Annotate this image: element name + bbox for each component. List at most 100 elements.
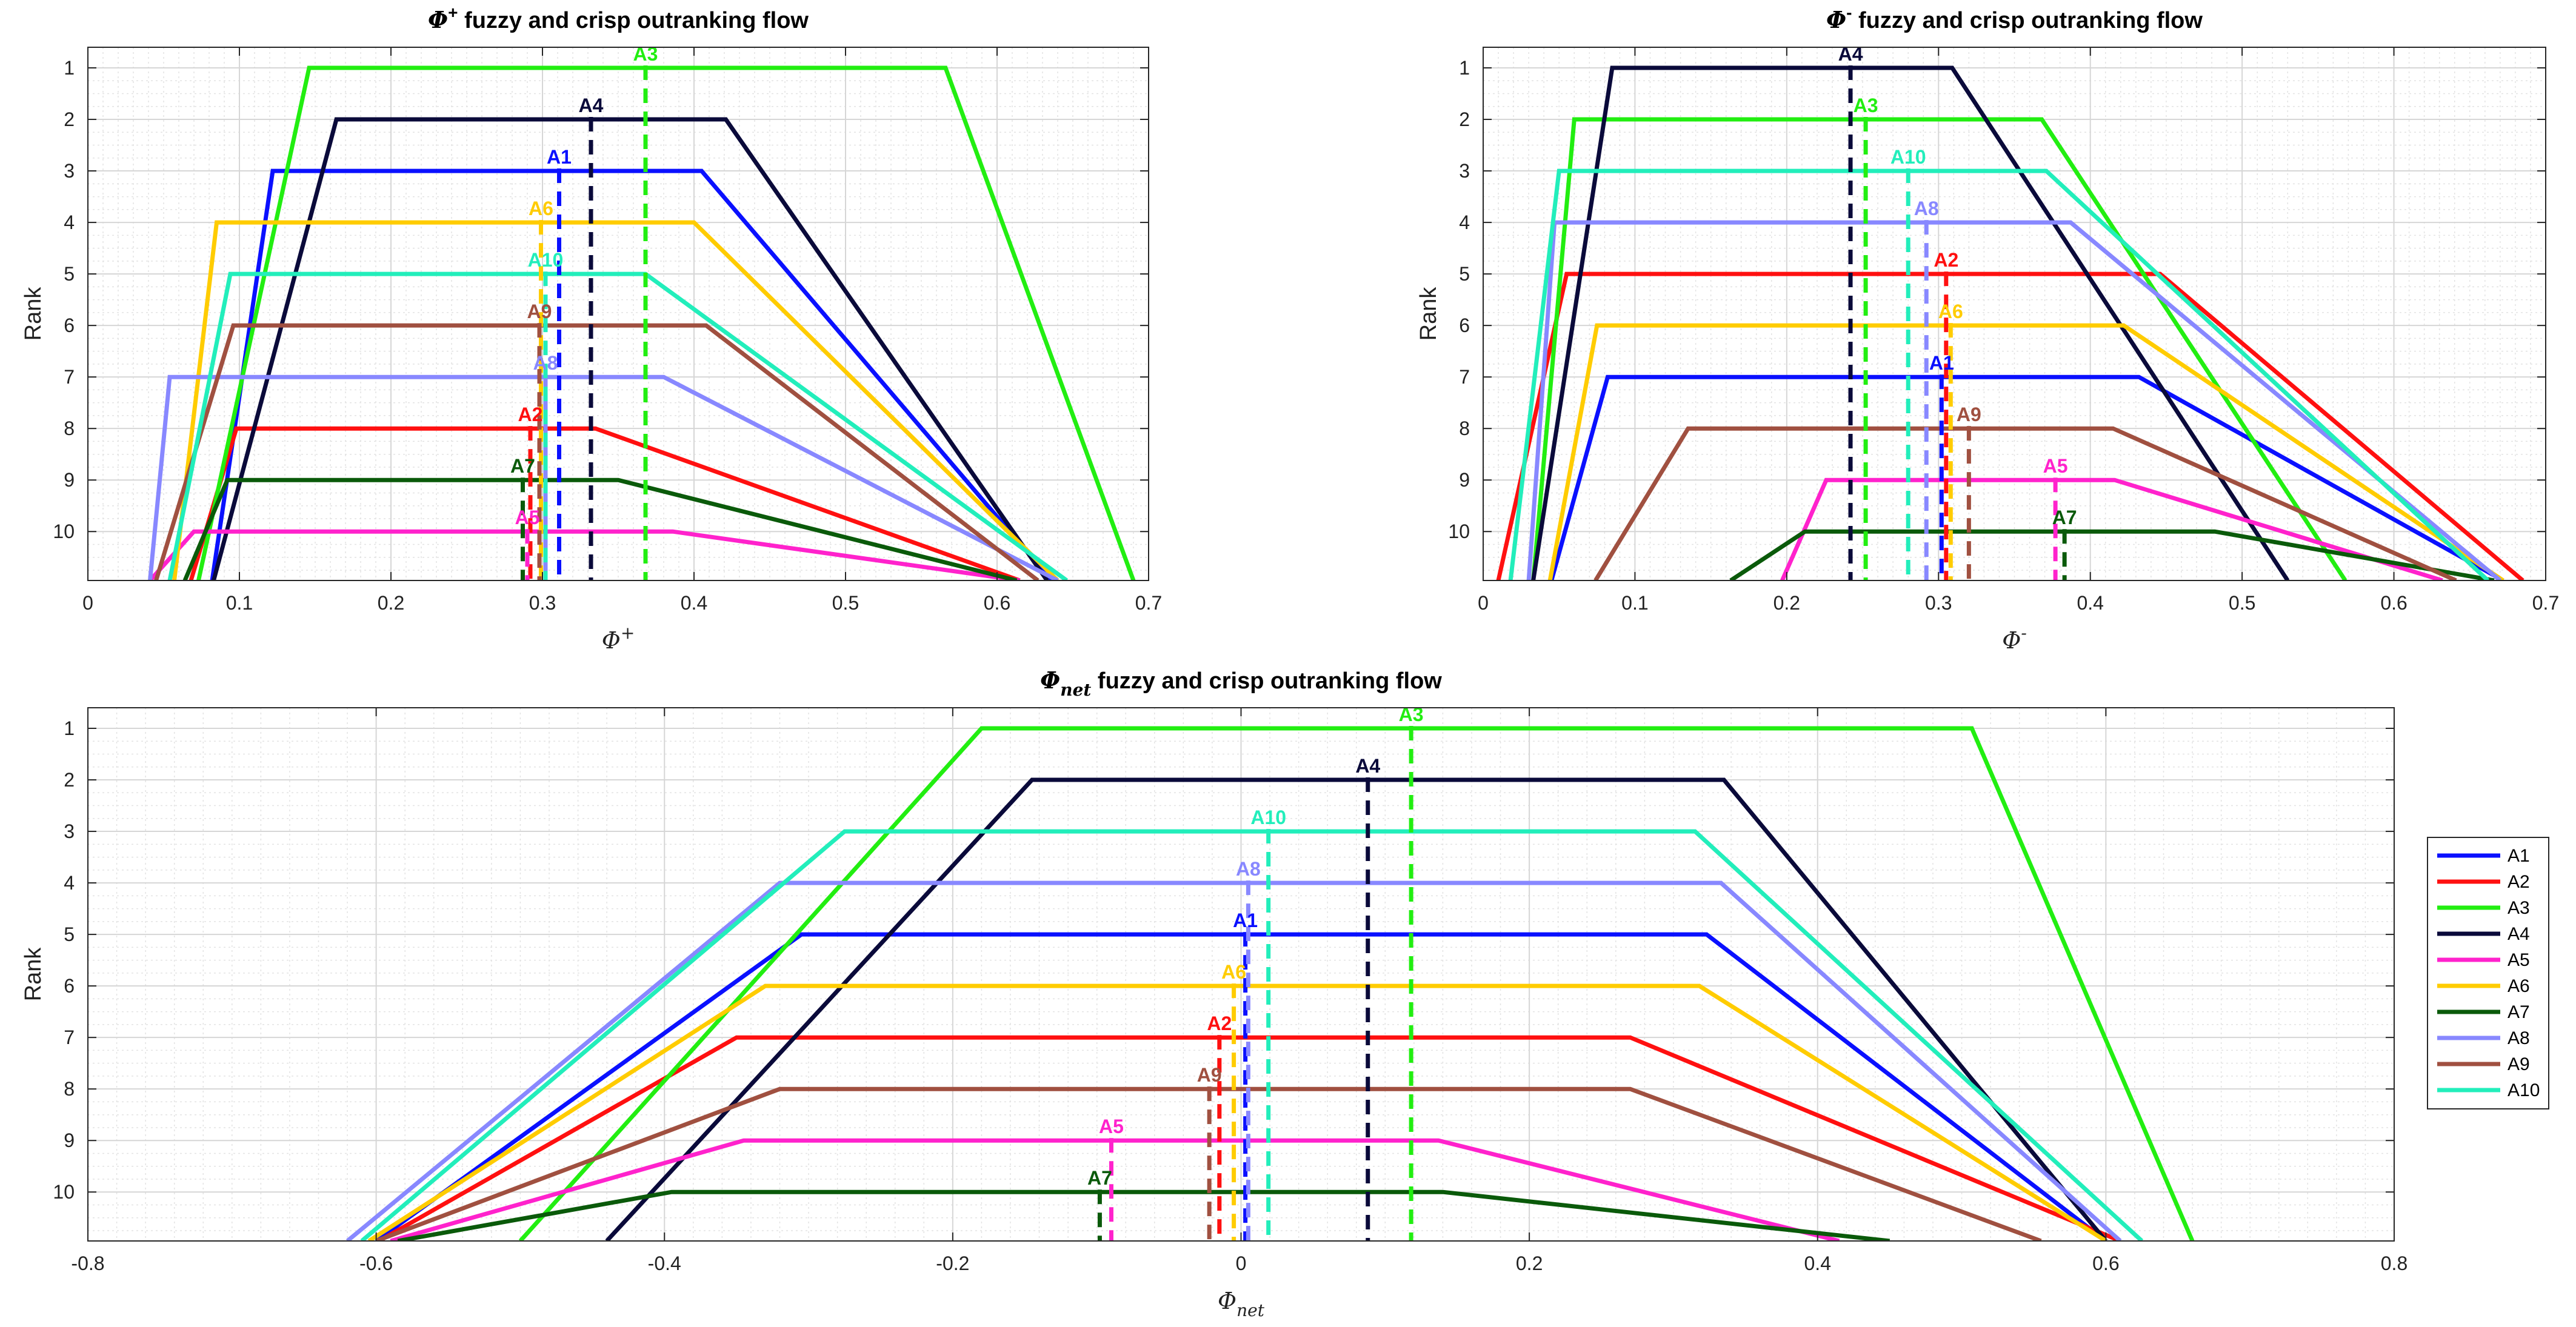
chart-title: Φ+ fuzzy and crisp outranking flow bbox=[428, 3, 809, 33]
crisp-label-a10: A10 bbox=[1890, 146, 1926, 168]
x-tick-label: 0.2 bbox=[1516, 1252, 1543, 1274]
y-tick-label: 6 bbox=[1459, 314, 1470, 336]
fuzzy-line-a10 bbox=[1508, 168, 2490, 580]
fuzzy-line-a8 bbox=[148, 374, 1059, 580]
fuzzy-line-a9 bbox=[1593, 426, 2457, 580]
chart-panel-3: A1 A2 A3 A4 A5 A6 A7 A8 A9 A10 -0.8 -0.6 -0.4 -0.2 0 0.… bbox=[21, 667, 2549, 1320]
crisp-label-a10: A10 bbox=[528, 249, 564, 271]
x-tick-label: 0.3 bbox=[529, 592, 556, 614]
x-tick-label: 0.6 bbox=[2380, 592, 2407, 614]
fuzzy-line-a8 bbox=[345, 880, 2122, 1241]
y-tick-label: 3 bbox=[64, 160, 75, 182]
crisp-markers: A1 A2 A3 A4 A5 A6 A7 A8 A9 A10 bbox=[510, 43, 658, 580]
y-tick-label: 8 bbox=[64, 1078, 75, 1100]
x-tick-label: 0.6 bbox=[984, 592, 1010, 614]
crisp-label-a3: A3 bbox=[1854, 95, 1878, 116]
y-tick-label: 2 bbox=[1459, 108, 1470, 130]
series-lines bbox=[148, 65, 1136, 580]
tick-labels: 0 0.1 0.2 0.3 0.4 0.5 0.6 0.7 1 2 3 4 5 6 7 8 9 10 bbox=[1448, 47, 2559, 614]
crisp-label-a8: A8 bbox=[1236, 858, 1261, 880]
x-tick-label: 0.7 bbox=[1135, 592, 1162, 614]
y-tick-label: 8 bbox=[64, 417, 75, 439]
chart-panel-2: A1 A2 A3 A4 A5 A6 A7 A8 A9 A10 0 0.1 0.2 0.3 0.4 0.5 0.6… bbox=[1416, 3, 2559, 654]
y-tick-label: 9 bbox=[64, 1129, 75, 1151]
x-tick-label: 0 bbox=[1236, 1252, 1247, 1274]
fuzzy-line-a4 bbox=[212, 117, 1049, 580]
x-tick-label: 0.4 bbox=[1804, 1252, 1831, 1274]
crisp-label-a2: A2 bbox=[1934, 249, 1958, 271]
legend-label-a3: A3 bbox=[2508, 898, 2530, 918]
crisp-label-a6: A6 bbox=[1221, 961, 1246, 983]
x-tick-label: 0.4 bbox=[681, 592, 707, 614]
crisp-label-a4: A4 bbox=[579, 95, 604, 116]
legend-label-a2: A2 bbox=[2508, 872, 2530, 892]
y-tick-label: 10 bbox=[1448, 520, 1470, 542]
fuzzy-line-a7 bbox=[182, 477, 1018, 580]
fuzzy-line-a3 bbox=[1531, 117, 2347, 580]
x-axis-label: Φ- bbox=[2002, 623, 2027, 654]
y-tick-label: 7 bbox=[1459, 366, 1470, 388]
fuzzy-line-a7 bbox=[1729, 529, 2495, 580]
chart-panel-1: A1 A2 A3 A4 A5 A6 A7 A8 A9 A10 0 0.1 0.2 0.3 0.4 0.5 0.6… bbox=[21, 3, 1162, 654]
legend-label-a9: A9 bbox=[2508, 1054, 2530, 1074]
axes-box bbox=[87, 47, 1149, 581]
crisp-label-a4: A4 bbox=[1838, 43, 1863, 65]
x-tick-label: 0 bbox=[1478, 592, 1489, 614]
fuzzy-line-a9 bbox=[375, 1086, 2042, 1241]
crisp-label-a9: A9 bbox=[1197, 1064, 1222, 1086]
y-tick-label: 1 bbox=[1459, 57, 1470, 79]
legend-label-a5: A5 bbox=[2508, 950, 2530, 970]
crisp-label-a8: A8 bbox=[1914, 198, 1939, 219]
fuzzy-line-a1 bbox=[1549, 374, 2504, 580]
y-tick-label: 9 bbox=[1459, 469, 1470, 491]
tick-labels: -0.8 -0.6 -0.4 -0.2 0 0.2 0.4 0.6 0.8 1 2 3 4 5 6 7 8 9 10 bbox=[53, 708, 2407, 1274]
x-tick-label: 0.5 bbox=[832, 592, 859, 614]
y-tick-label: 4 bbox=[64, 211, 75, 233]
fuzzy-line-a2 bbox=[1496, 271, 2524, 580]
x-axis-label: Φ+ bbox=[602, 623, 635, 654]
y-tick-label: 1 bbox=[64, 717, 75, 739]
x-tick-label: 0.1 bbox=[1621, 592, 1648, 614]
axes-box bbox=[1483, 47, 2546, 581]
x-tick-label: 0 bbox=[82, 592, 93, 614]
crisp-label-a4: A4 bbox=[1355, 755, 1380, 777]
x-axis-label: Φnet bbox=[1218, 1288, 1265, 1320]
y-tick-label: 10 bbox=[53, 1181, 75, 1203]
crisp-label-a6: A6 bbox=[529, 198, 553, 219]
crisp-label-a7: A7 bbox=[2052, 507, 2077, 528]
y-axis-label: Rank bbox=[21, 287, 46, 341]
x-tick-label: 0.7 bbox=[2532, 592, 2559, 614]
crisp-markers: A1 A2 A3 A4 A5 A6 A7 A8 A9 A10 bbox=[1087, 703, 1424, 1241]
y-tick-label: 7 bbox=[64, 1026, 75, 1048]
y-tick-label: 4 bbox=[64, 872, 75, 894]
crisp-label-a7: A7 bbox=[510, 455, 535, 477]
x-tick-label: 0.6 bbox=[2092, 1252, 2119, 1274]
crisp-label-a7: A7 bbox=[1087, 1167, 1112, 1189]
legend-label-a7: A7 bbox=[2508, 1002, 2530, 1022]
y-tick-label: 7 bbox=[64, 366, 75, 388]
crisp-label-a8: A8 bbox=[533, 352, 558, 374]
crisp-label-a9: A9 bbox=[1957, 404, 1981, 425]
chart-title: Φ- fuzzy and crisp outranking flow bbox=[1826, 3, 2203, 33]
legend-label-a1: A1 bbox=[2508, 846, 2530, 866]
x-tick-label: 0.3 bbox=[1925, 592, 1952, 614]
legend-label-a4: A4 bbox=[2508, 924, 2530, 944]
x-tick-label: 0.5 bbox=[2229, 592, 2255, 614]
y-tick-label: 10 bbox=[53, 520, 75, 542]
legend-box bbox=[2427, 837, 2549, 1109]
legend-label-a6: A6 bbox=[2508, 976, 2530, 996]
y-tick-label: 5 bbox=[1459, 263, 1470, 285]
x-tick-label: 0.8 bbox=[2381, 1252, 2407, 1274]
crisp-label-a6: A6 bbox=[1938, 301, 1963, 322]
legend: A1 A2 A3 A4 A5 A6 A7 A8 A9 A10 bbox=[2427, 837, 2549, 1109]
y-tick-label: 3 bbox=[64, 820, 75, 842]
fuzzy-line-a5 bbox=[148, 529, 1020, 580]
x-tick-label: 0.2 bbox=[378, 592, 404, 614]
crisp-label-a3: A3 bbox=[1399, 703, 1424, 725]
fuzzy-line-a4 bbox=[605, 777, 2108, 1241]
x-tick-label: 0.4 bbox=[2077, 592, 2103, 614]
crisp-label-a3: A3 bbox=[633, 43, 658, 65]
x-tick-label: -0.8 bbox=[71, 1252, 104, 1274]
crisp-label-a5: A5 bbox=[1099, 1116, 1124, 1137]
